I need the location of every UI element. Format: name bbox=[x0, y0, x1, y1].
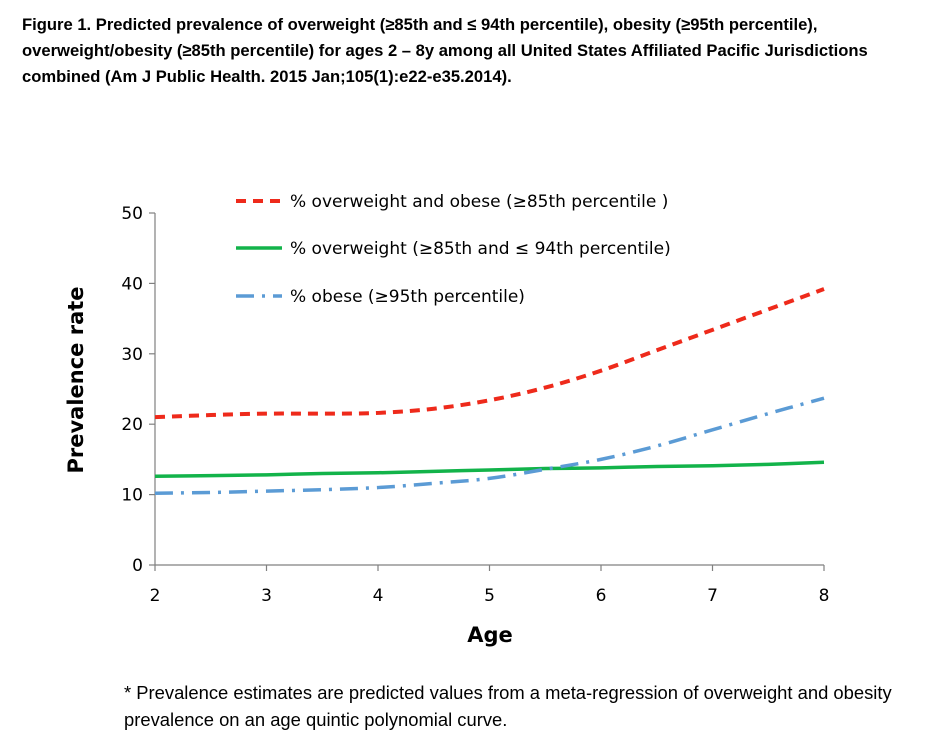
y-tick-label: 0 bbox=[132, 556, 143, 576]
x-tick-label: 6 bbox=[596, 586, 607, 606]
y-tick-label: 50 bbox=[121, 204, 143, 224]
x-axis-title: Age bbox=[467, 623, 513, 647]
y-tick-label: 40 bbox=[121, 274, 143, 294]
x-tick-label: 3 bbox=[261, 586, 272, 606]
y-tick-label: 10 bbox=[121, 486, 143, 506]
figure-title: Figure 1. Predicted prevalence of overwe… bbox=[22, 15, 868, 86]
chart-axes: 0 10 20 30 40 50 2 3 4 5 6 7 8 bbox=[121, 204, 829, 606]
series-overweight-line bbox=[154, 460, 825, 479]
y-tick-label: 20 bbox=[121, 415, 143, 435]
chart-legend: % overweight and obese (≥85th percentile… bbox=[236, 192, 671, 307]
legend-label: % overweight (≥85th and ≤ 94th percentil… bbox=[290, 239, 671, 259]
x-tick-label: 7 bbox=[707, 586, 718, 606]
legend-label: % overweight and obese (≥85th percentile… bbox=[290, 192, 668, 212]
series-overweight-obese-line bbox=[154, 287, 825, 420]
x-tick-label: 4 bbox=[373, 586, 384, 606]
legend-label: % obese (≥95th percentile) bbox=[290, 287, 525, 307]
footnote: * Prevalence estimates are predicted val… bbox=[124, 682, 892, 730]
x-tick-label: 2 bbox=[150, 586, 161, 606]
series-obese-line bbox=[154, 396, 825, 495]
y-axis-title: Prevalence rate bbox=[64, 286, 88, 473]
x-tick-label: 8 bbox=[819, 586, 830, 606]
chart-series bbox=[154, 287, 825, 495]
y-tick-label: 30 bbox=[121, 345, 143, 365]
x-tick-label: 5 bbox=[484, 586, 495, 606]
